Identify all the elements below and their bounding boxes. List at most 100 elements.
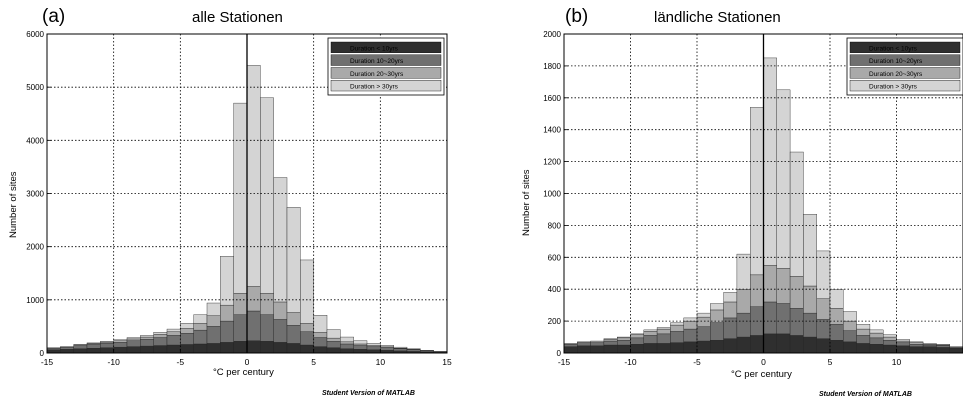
bar (246, 310, 261, 341)
bar (723, 301, 738, 319)
bar (166, 344, 181, 354)
bar (260, 314, 274, 342)
legend: Duration < 10yrs Duration 10~20yrs Duratio… (846, 37, 963, 96)
legend-swatch (330, 41, 442, 53)
bar (180, 323, 194, 329)
bar (286, 207, 301, 313)
bar (326, 347, 341, 354)
bar (153, 332, 168, 335)
bar (113, 342, 128, 348)
bar (909, 346, 924, 354)
bar (696, 312, 711, 318)
x-axis-label: °C per century (731, 369, 792, 380)
bar (643, 331, 658, 336)
bar (829, 308, 844, 325)
bar (869, 332, 884, 339)
y-tick-label: 800 (548, 221, 562, 230)
bar (286, 343, 301, 354)
x-tick-label: -5 (693, 357, 701, 367)
y-tick-label: 6000 (26, 30, 44, 39)
bar (126, 346, 141, 354)
bar (206, 315, 221, 327)
bar (366, 343, 381, 346)
bar (776, 89, 791, 269)
bar (643, 329, 658, 332)
bar (326, 329, 341, 339)
bar (843, 330, 857, 343)
bar (113, 346, 128, 354)
bar (220, 342, 234, 354)
bar (710, 303, 724, 311)
bar (869, 337, 884, 345)
bar (803, 285, 817, 314)
bar (340, 341, 354, 345)
bar (193, 314, 208, 324)
bar (736, 289, 751, 314)
y-tick-label: 1000 (543, 190, 561, 199)
bar (949, 348, 963, 354)
bar (353, 349, 368, 354)
legend-label: Duration 20~30yrs (869, 71, 923, 78)
bar (829, 340, 844, 354)
legend-label: Duration > 30yrs (350, 84, 399, 91)
bar (193, 323, 208, 331)
bar (140, 345, 154, 354)
y-tick-label: 5000 (26, 83, 44, 92)
bar (590, 340, 605, 343)
bar (603, 340, 618, 346)
bar (46, 347, 61, 349)
chart-panel-b: (b) ländliche Stationen -15 -10 -5 0 5 10 0 200… (481, 0, 963, 403)
x-tick-label: -15 (558, 357, 571, 367)
legend-label: Duration > 30yrs (869, 84, 918, 91)
bar (206, 302, 221, 316)
legend-label: Duration < 10yrs (350, 45, 399, 52)
bar (922, 346, 937, 354)
chart-title: ländliche Stationen (654, 9, 781, 26)
bar (670, 322, 684, 326)
bar (670, 342, 684, 354)
bar (233, 341, 248, 354)
bar (260, 341, 274, 354)
bar (816, 250, 831, 299)
bar (750, 107, 764, 276)
bar (843, 311, 857, 322)
bar (763, 333, 778, 354)
bar (380, 345, 394, 348)
bar (683, 328, 698, 343)
bar (60, 349, 74, 354)
bar (643, 335, 658, 344)
bar (789, 335, 804, 354)
bar (616, 336, 631, 339)
bar (286, 312, 301, 326)
bar (260, 97, 274, 294)
y-tick-label: 2000 (543, 30, 561, 39)
bar (829, 324, 844, 341)
bar (100, 341, 114, 343)
bar (563, 344, 578, 347)
bar (313, 346, 328, 354)
bar (883, 344, 897, 354)
bar (100, 343, 114, 348)
bar (736, 312, 751, 338)
bar (166, 335, 181, 346)
y-tick-label: 1600 (543, 94, 561, 103)
bar (563, 346, 578, 354)
bar (340, 336, 354, 343)
legend-label: Duration 10~20yrs (869, 58, 923, 65)
legend-swatch (849, 54, 961, 66)
bar (246, 65, 261, 287)
bar (60, 346, 74, 350)
y-tick-label: 1000 (26, 296, 44, 305)
bar (577, 341, 591, 343)
bar (140, 335, 154, 338)
bar (909, 342, 924, 345)
x-tick-label: -10 (624, 357, 637, 367)
y-tick-label: 0 (557, 349, 562, 358)
bar (922, 344, 937, 347)
bar (353, 340, 368, 345)
bar (73, 348, 88, 354)
bar (616, 340, 631, 346)
bar (393, 348, 408, 352)
bar (233, 102, 248, 294)
bar (883, 336, 897, 341)
